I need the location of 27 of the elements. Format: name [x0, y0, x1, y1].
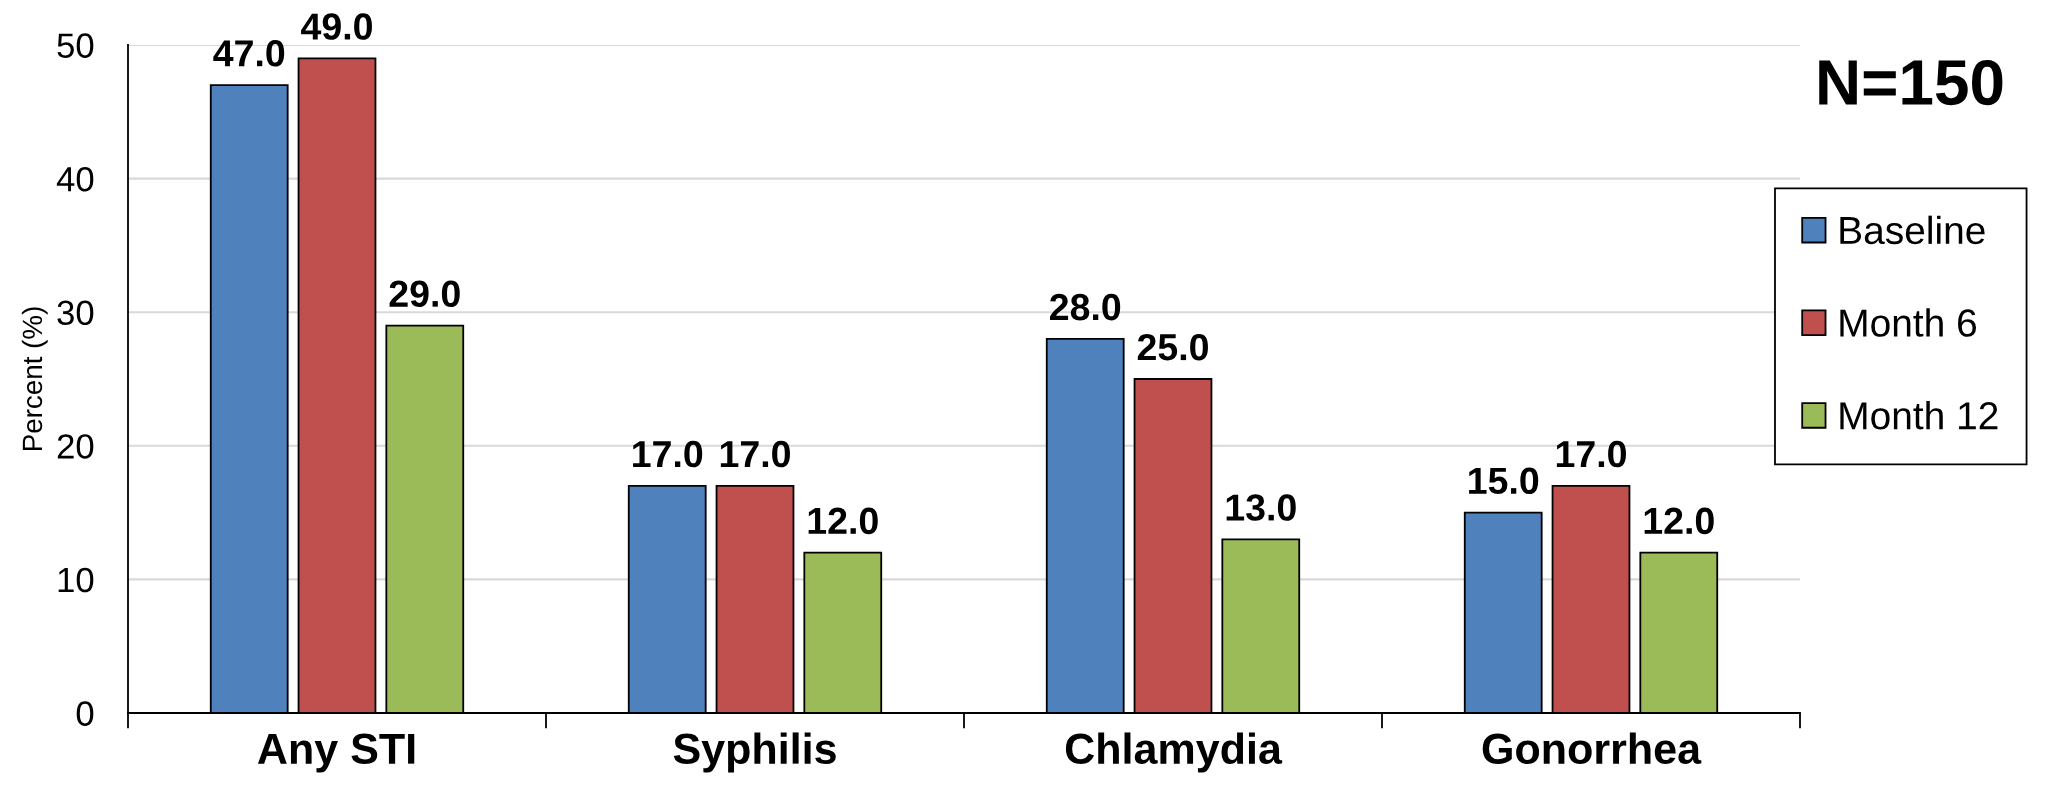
data-label: 17.0: [1556, 440, 1626, 468]
data-label: 12.0: [1644, 507, 1714, 535]
y-tick-label: 10: [58, 567, 94, 593]
x-tick-label: Syphilis: [673, 732, 836, 773]
data-label: 29.0: [389, 280, 460, 308]
data-label: 25.0: [1137, 333, 1208, 361]
y-tick-label: 0: [76, 701, 94, 726]
x-tick-label: Any STI: [257, 733, 415, 773]
y-tick-label: 40: [56, 166, 94, 192]
x-tick-label: Gonorrhea: [1482, 732, 1702, 765]
legend-label: Month 12: [1840, 400, 1998, 430]
data-label: 28.0: [1050, 293, 1121, 321]
data-label: 49.0: [301, 13, 372, 40]
data-label: 47.0: [213, 40, 285, 67]
data-label: 17.0: [720, 440, 790, 468]
y-axis-title: Percent (%): [21, 307, 48, 451]
data-label: 15.0: [1469, 467, 1539, 495]
data-label: 12.0: [808, 507, 878, 535]
y-tick-label: 30: [57, 300, 94, 326]
data-label: 17.0: [633, 440, 703, 468]
legend-label: Month 6: [1840, 308, 1977, 337]
x-tick-label: Chlamydia: [1065, 732, 1283, 773]
data-label: 13.0: [1226, 494, 1296, 521]
legend-label: Baseline: [1840, 215, 1985, 245]
text: N=150: [1819, 59, 2003, 106]
y-tick-label: 20: [57, 434, 94, 459]
y-tick-label: 50: [57, 33, 94, 58]
